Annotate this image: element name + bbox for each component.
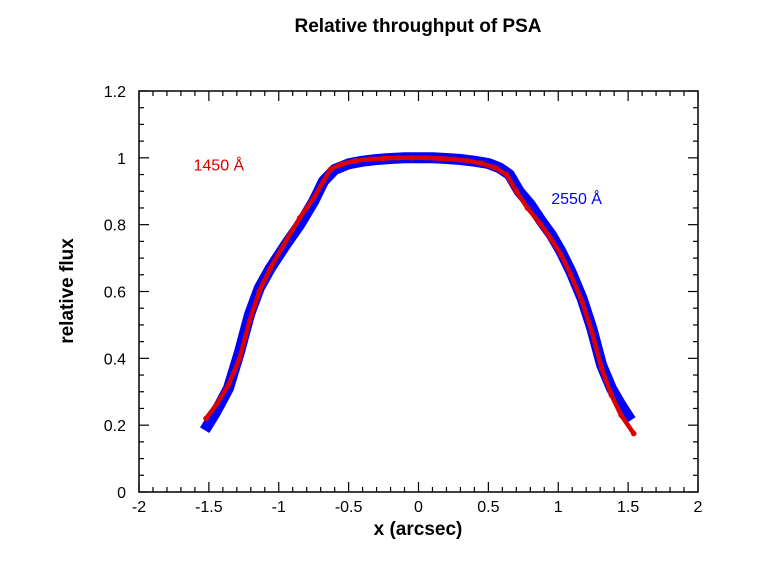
data-point-1450 — [408, 155, 415, 161]
data-point-1450 — [394, 155, 401, 161]
data-point-1450 — [246, 318, 253, 325]
x-axis-label: x (arcsec) — [374, 519, 463, 540]
data-point-1450 — [492, 165, 499, 171]
data-point-1450 — [380, 155, 387, 162]
data-point-1450 — [630, 430, 637, 437]
data-point-1450 — [366, 156, 373, 162]
chart-title: Relative throughput of PSA — [295, 16, 542, 37]
x-tick-label: -0.5 — [335, 499, 363, 516]
axis-ticks — [138, 90, 699, 493]
y-tick-label: 0.2 — [104, 418, 126, 435]
x-tick-label: 0.5 — [477, 499, 499, 516]
data-point-1450 — [568, 271, 574, 278]
x-tick-label: 1 — [554, 499, 563, 516]
series-annotation: 1450 Å — [194, 156, 245, 175]
data-point-1450 — [588, 328, 595, 335]
y-tick-label: 0.6 — [104, 285, 126, 302]
data-point-1450 — [422, 155, 429, 161]
data-point-1450 — [203, 415, 209, 422]
data-point-1450 — [327, 166, 334, 173]
data-point-1450 — [513, 188, 520, 195]
data-point-1450 — [464, 158, 471, 164]
annotations: 1450 Å 2550 Å — [194, 156, 603, 208]
data-point-1450 — [538, 221, 544, 228]
y-tick-label: 0 — [117, 485, 126, 502]
x-tick-label: -1.5 — [195, 499, 223, 516]
data-point-1450 — [282, 238, 289, 245]
data-point-1450 — [450, 156, 457, 162]
data-point-1450 — [608, 392, 615, 398]
data-point-1450 — [436, 155, 443, 162]
data-point-1450 — [338, 161, 345, 167]
data-point-1450 — [598, 365, 605, 372]
x-tick-label: 2 — [694, 499, 703, 516]
x-tick-label: 1.5 — [617, 499, 639, 516]
series-annotation: 2550 Å — [551, 189, 602, 208]
data-point-1450 — [214, 400, 221, 407]
x-tick-label: 0 — [414, 499, 423, 516]
data-point-1450 — [320, 178, 327, 185]
x-tick-label: -2 — [132, 499, 146, 516]
data-point-1450 — [267, 265, 274, 271]
data-point-1450 — [225, 382, 232, 388]
y-axis-label: relative flux — [57, 238, 78, 344]
data-point-1450 — [524, 205, 531, 211]
data-point-1450 — [579, 298, 585, 305]
data-point-1450 — [310, 195, 317, 201]
data-point-1450 — [478, 160, 485, 166]
series-layer — [200, 152, 637, 437]
data-point-1450 — [558, 251, 564, 258]
data-point-1450 — [618, 412, 624, 418]
y-tick-label: 0.8 — [104, 218, 126, 235]
y-tick-label: 0.4 — [104, 351, 126, 368]
data-point-1450 — [503, 171, 510, 178]
data-point-1450 — [352, 158, 359, 164]
y-tick-label: 1.2 — [104, 84, 126, 101]
tick-labels: -2 -1.5 -1 -0.5 0 0.5 1 1.5 2 0 0.2 0.4 0.6 0.8 1 1.2 — [104, 84, 703, 516]
plot-frame — [138, 90, 699, 493]
data-point-1450 — [236, 355, 243, 362]
data-point-1450 — [256, 288, 262, 295]
y-tick-label: 1 — [117, 151, 126, 168]
data-point-1450 — [548, 236, 554, 242]
x-tick-label: -1 — [272, 499, 286, 516]
plot-area — [138, 90, 699, 493]
data-point-1450 — [296, 215, 303, 221]
